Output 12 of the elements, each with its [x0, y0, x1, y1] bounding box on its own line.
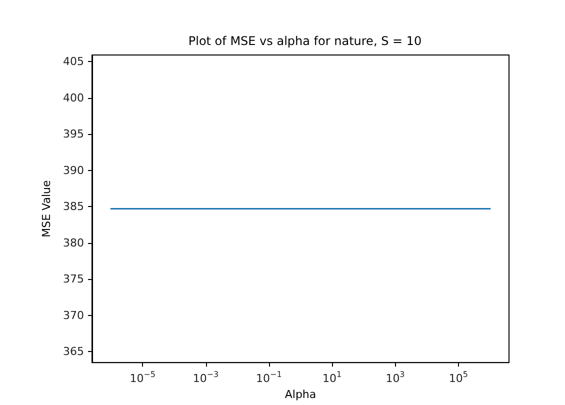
y-tick-label: 405 [63, 55, 84, 68]
y-tick-label: 390 [63, 164, 84, 177]
y-axis-title: MSE Value [40, 180, 54, 238]
y-tick-label: 365 [63, 345, 84, 358]
y-tick-label: 385 [63, 200, 84, 214]
y-tick-label: 400 [63, 91, 84, 104]
y-tick-label: 375 [63, 272, 84, 286]
y-tick-label: 395 [63, 128, 84, 141]
y-tick-label: 380 [63, 236, 84, 250]
chart-title: Plot of MSE vs alpha for nature, S = 10 [188, 34, 422, 48]
y-tick-label: 370 [63, 308, 84, 322]
x-axis-title: Alpha [284, 388, 316, 401]
